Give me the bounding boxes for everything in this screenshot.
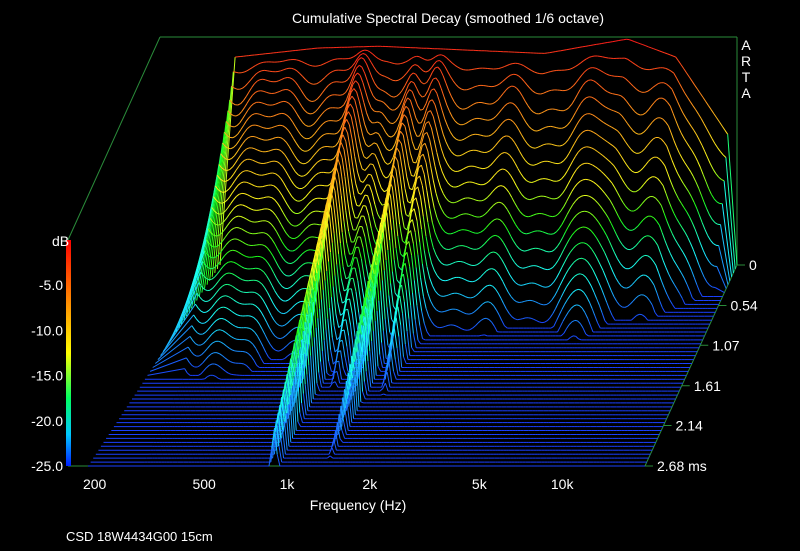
left-slant-edge (67, 36, 161, 241)
db-axis-label: dB (52, 233, 69, 249)
decay-slice (134, 289, 678, 396)
decay-slice (216, 49, 736, 269)
decay-slice (88, 428, 645, 467)
decay-slice (185, 134, 714, 317)
decay-slice (108, 366, 660, 435)
decay-slice (98, 397, 653, 451)
x-axis-ticks: 200 500 1k 2k 5k 10k (83, 476, 574, 492)
decay-slice (152, 234, 691, 368)
decay-slice (103, 381, 656, 443)
decay-slice (219, 38, 738, 266)
time-tick-label: 2.14 (676, 418, 703, 434)
db-axis-ticks: -5.0 -10.0 -15.0 -20.0 -25.0 (31, 277, 63, 474)
watermark-letter: A (741, 85, 751, 101)
time-tick-label: 2.68 ms (657, 458, 707, 474)
chart-caption: CSD 18W4434G00 15cm (66, 529, 213, 544)
decay-slice (124, 319, 671, 412)
chart-title: Cumulative Spectral Decay (smoothed 1/6 … (292, 10, 604, 26)
decay-slice (162, 204, 698, 353)
db-tick-label: -15.0 (31, 368, 63, 384)
decay-slice (191, 119, 718, 309)
x-tick-label: 5k (472, 476, 488, 492)
x-axis-label: Frequency (Hz) (310, 497, 406, 513)
x-tick-label: 1k (280, 476, 296, 492)
time-tick-label: 1.61 (694, 378, 721, 394)
x-tick-label: 2k (362, 476, 378, 492)
decay-slice (93, 412, 649, 459)
decay-slice (90, 420, 647, 463)
decay-slice (147, 250, 687, 376)
decay-slice (106, 374, 658, 439)
decay-slice (167, 188, 701, 345)
decay-slice (129, 304, 674, 404)
db-tick-label: -10.0 (31, 322, 63, 338)
chart-frame (67, 36, 738, 467)
db-tick-label: -5.0 (39, 277, 63, 293)
decay-slice (180, 150, 710, 325)
x-tick-label: 200 (83, 476, 107, 492)
right-slant-edge (644, 264, 738, 467)
x-tick-label: 500 (192, 476, 216, 492)
time-axis-ticks: 0 0.54 1.07 1.61 2.14 2.68 ms (645, 257, 758, 474)
decay-slice (206, 72, 729, 285)
db-tick-label: -25.0 (31, 458, 63, 474)
watermark-letter: R (741, 53, 751, 69)
watermark-letter: A (741, 37, 751, 53)
time-tick-label: 0 (749, 257, 757, 273)
decay-slices (88, 38, 738, 467)
time-tick-label: 1.07 (712, 337, 739, 353)
decay-slice (198, 95, 723, 297)
decay-slice (201, 88, 725, 294)
decay-slice (95, 404, 651, 455)
x-tick-label: 10k (551, 476, 575, 492)
decay-slice (214, 53, 734, 273)
decay-slice (100, 389, 654, 447)
watermark-letter: T (742, 69, 751, 85)
decay-slice (209, 64, 731, 281)
decay-slice (111, 358, 662, 431)
decay-slice (142, 265, 683, 384)
db-tick-label: -20.0 (31, 413, 63, 429)
decay-slice (144, 258, 685, 380)
time-tick-label: 0.54 (730, 298, 757, 314)
decay-slice (193, 111, 719, 305)
decay-slice (183, 142, 712, 321)
decay-slice (178, 157, 709, 329)
decay-slice (172, 173, 705, 337)
decay-slice (211, 57, 733, 277)
decay-slice (188, 126, 716, 313)
color-scale-bar (66, 240, 71, 466)
